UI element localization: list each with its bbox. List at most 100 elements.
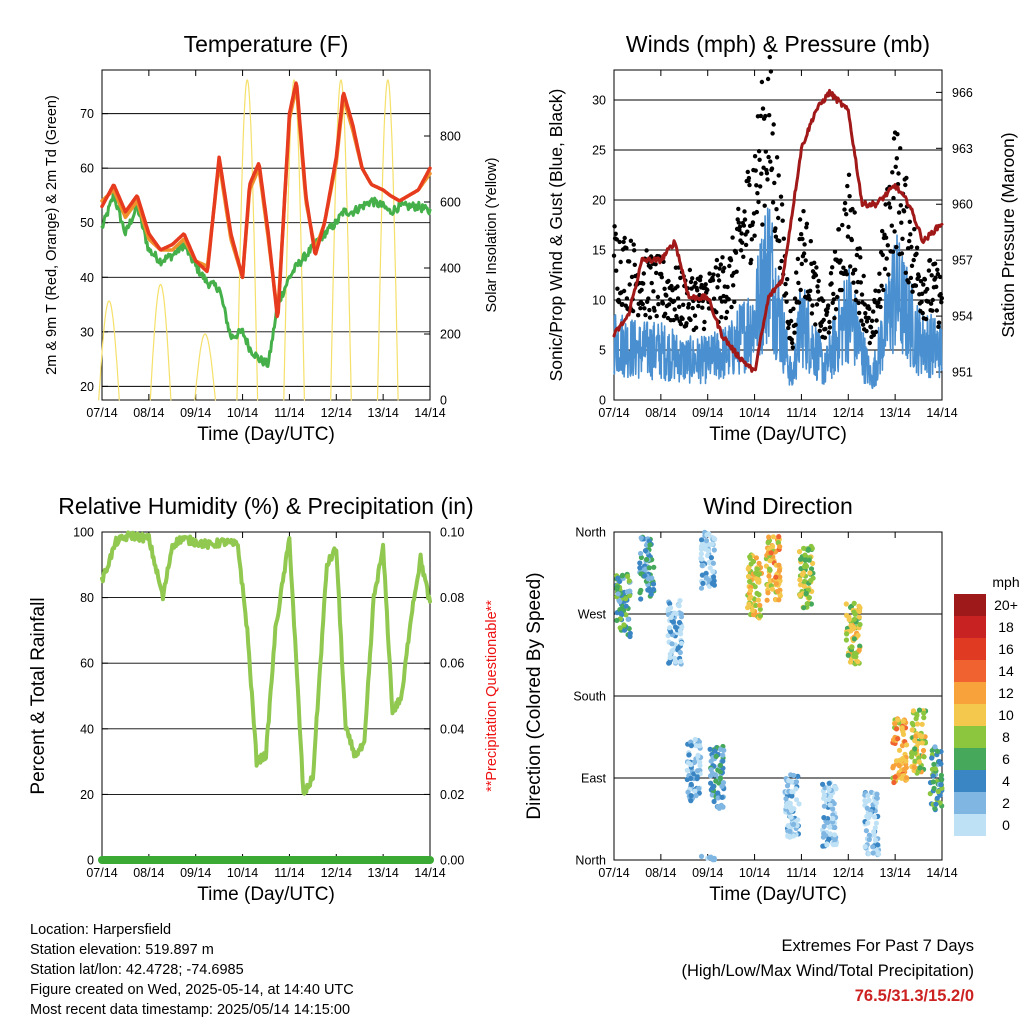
gust-point: [926, 268, 932, 273]
direction-point: [932, 744, 938, 750]
direction-point: [642, 548, 649, 554]
y-tick-label: 5: [599, 344, 606, 358]
gust-point: [638, 306, 643, 311]
gust-point: [624, 296, 630, 301]
gust-point: [760, 222, 765, 227]
gust-point: [777, 238, 782, 244]
direction-point: [697, 743, 703, 749]
gust-point: [786, 325, 791, 331]
gust-point: [737, 227, 742, 233]
gust-point: [876, 300, 881, 305]
gust-point: [757, 157, 762, 162]
gust-point: [821, 317, 826, 323]
direction-point: [912, 758, 918, 764]
direction-point: [747, 578, 753, 585]
direction-point: [872, 814, 878, 820]
gust-point: [871, 309, 876, 314]
gust-point: [741, 223, 747, 228]
gust-point: [671, 317, 676, 323]
gust-point: [859, 292, 865, 297]
direction-point: [698, 853, 705, 860]
direction-point: [803, 590, 809, 597]
gust-point: [919, 299, 924, 305]
gust-point: [919, 291, 925, 296]
y2-tick-label: 960: [952, 198, 973, 212]
gust-point: [687, 267, 693, 273]
direction-point: [806, 595, 813, 601]
gust-point: [922, 277, 928, 282]
direction-point: [642, 573, 648, 579]
direction-point: [720, 758, 726, 764]
gust-point: [914, 251, 919, 256]
gust-point: [881, 287, 886, 293]
direction-point: [891, 779, 897, 786]
gust-point: [927, 258, 933, 263]
direction-point: [748, 561, 754, 567]
direction-point: [821, 831, 827, 837]
gust-point: [937, 274, 943, 280]
gust-point: [773, 226, 778, 231]
gust-point: [681, 302, 686, 307]
direction-point: [796, 801, 802, 807]
direction-point: [851, 616, 858, 622]
gust-point: [856, 300, 861, 306]
gust-point: [896, 210, 902, 215]
gust-point: [639, 287, 644, 293]
gust-point: [649, 280, 654, 286]
gust-point: [745, 229, 750, 234]
direction-point: [745, 573, 752, 580]
y-tick-label: 10: [592, 294, 606, 308]
direction-point: [930, 773, 936, 779]
gust-point: [903, 270, 908, 275]
gust-point: [841, 265, 846, 270]
y-tick-label: 20: [592, 194, 606, 208]
gust-point: [873, 288, 878, 293]
colorbar-swatch: [954, 704, 986, 726]
direction-point: [698, 585, 705, 591]
gust-point: [854, 252, 860, 258]
gust-point: [877, 297, 883, 302]
colorbar-swatch: [954, 682, 986, 704]
gust-point: [903, 182, 908, 188]
gust-point: [726, 297, 731, 302]
gust-point: [880, 228, 885, 234]
x-tick-label: 10/14: [227, 406, 258, 420]
gust-point: [629, 274, 635, 280]
station-pressure-line: [612, 88, 944, 373]
gust-point: [790, 345, 795, 350]
direction-point: [688, 743, 695, 749]
recent-timestamp: Most recent data timestamp: 2025/05/14 1…: [30, 1002, 351, 1018]
direction-point: [862, 844, 868, 850]
colorbar-swatch: [954, 748, 986, 770]
direction-point: [638, 554, 645, 561]
direction-point: [783, 796, 789, 802]
gust-point: [653, 262, 658, 267]
direction-point: [843, 601, 849, 607]
direction-point: [692, 759, 698, 765]
extremes-title: Extremes For Past 7 Days: [781, 937, 974, 955]
x-tick-label: 09/14: [180, 866, 211, 880]
direction-point: [715, 804, 721, 810]
gust-point: [832, 249, 838, 254]
direction-point: [793, 797, 800, 803]
gust-point: [930, 308, 935, 313]
gust-point: [728, 258, 734, 263]
direction-point: [931, 761, 937, 768]
direction-point: [650, 581, 657, 587]
colorbar-label: 18: [998, 619, 1014, 635]
gust-point: [732, 299, 737, 305]
gust-point: [799, 261, 804, 267]
gust-point: [742, 209, 747, 214]
direction-point: [937, 800, 943, 806]
chart-title: Wind Direction: [703, 493, 853, 519]
y-tick-label: 100: [73, 526, 94, 540]
solar-insolation-line: [330, 79, 352, 401]
x-tick-label: 08/14: [133, 406, 164, 420]
direction-point: [899, 743, 906, 749]
gust-point: [729, 304, 734, 310]
gust-point: [675, 284, 680, 289]
direction-point: [875, 842, 881, 848]
y2-tick-label: 957: [952, 254, 973, 268]
colorbar-swatch: [954, 660, 986, 682]
gust-point: [813, 322, 818, 327]
